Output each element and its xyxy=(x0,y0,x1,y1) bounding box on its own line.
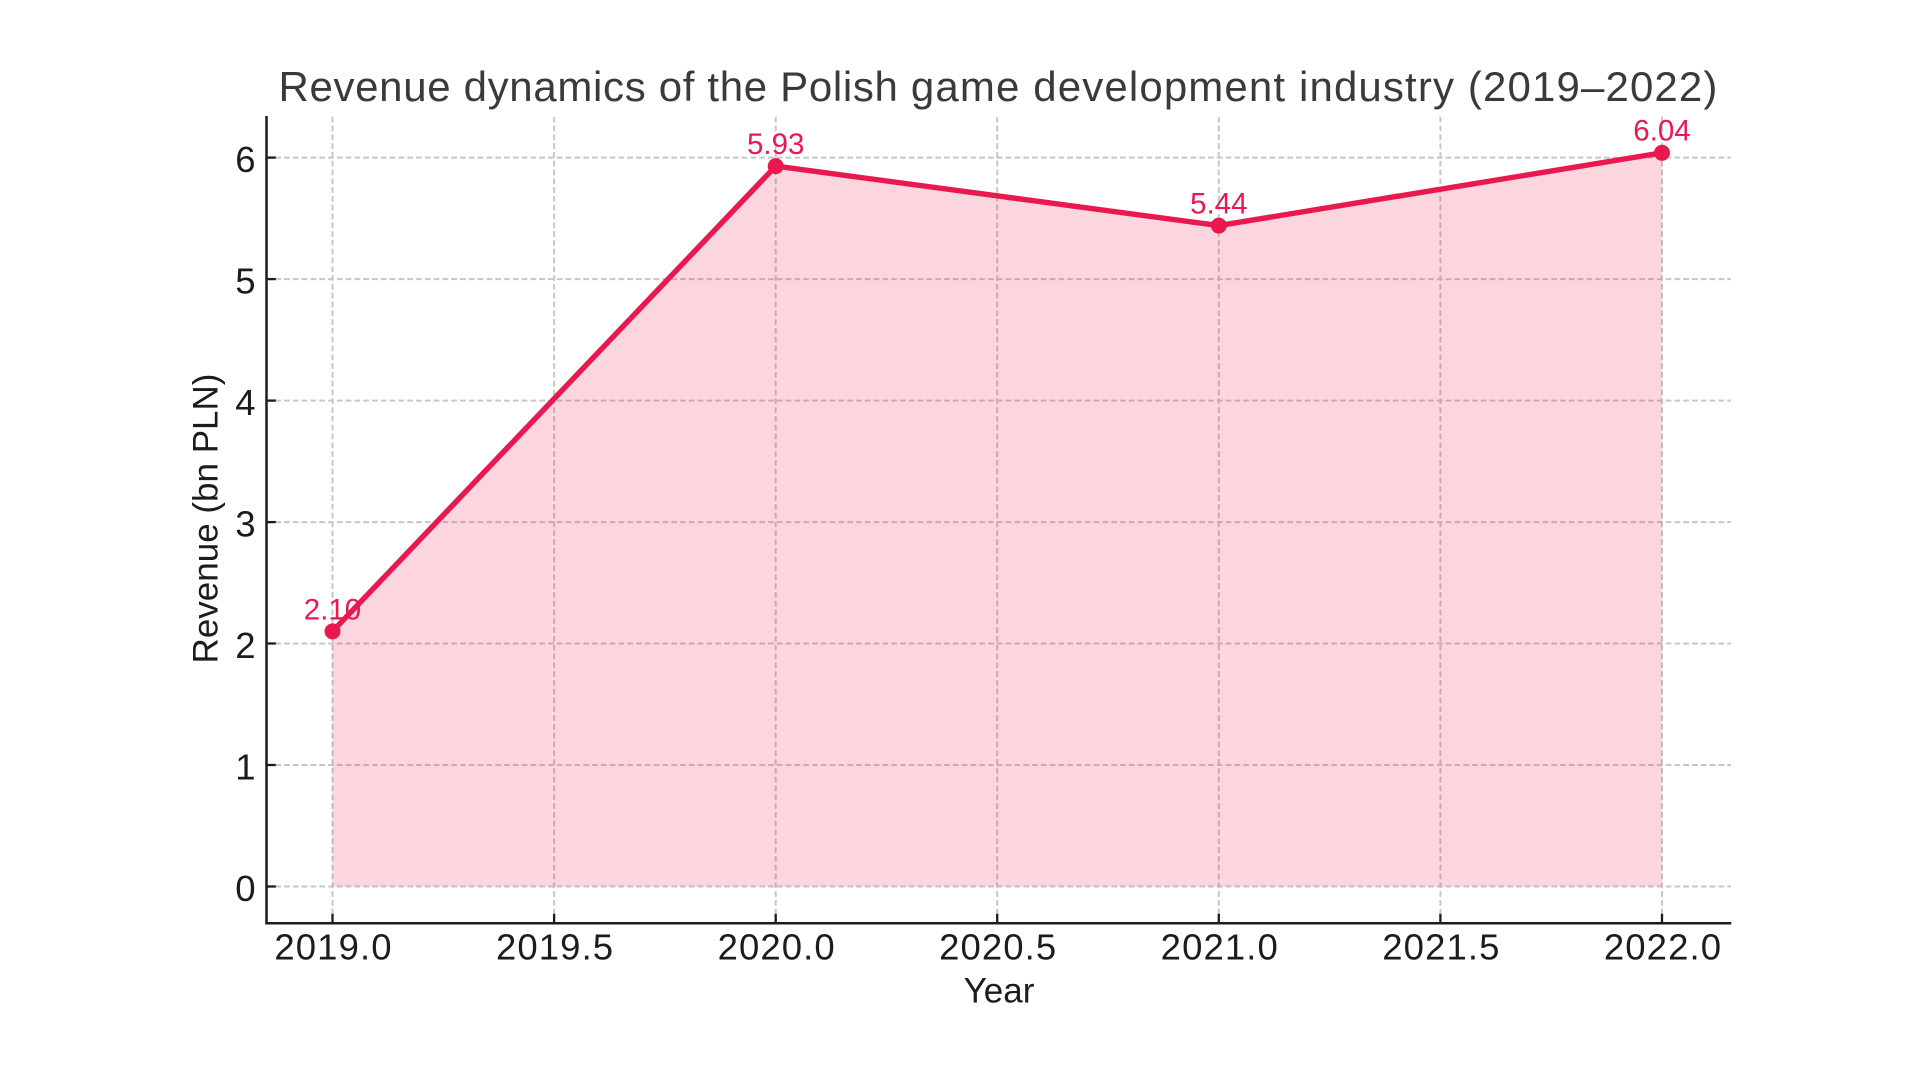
svg-text:Revenue (bn PLN): Revenue (bn PLN) xyxy=(187,374,226,664)
svg-text:2022.0: 2022.0 xyxy=(1604,927,1722,968)
svg-text:4: 4 xyxy=(235,382,255,423)
svg-text:2: 2 xyxy=(235,625,255,666)
svg-text:Revenue dynamics of the Polish: Revenue dynamics of the Polish game deve… xyxy=(278,63,1718,110)
svg-text:0: 0 xyxy=(235,868,255,909)
svg-text:2019.0: 2019.0 xyxy=(274,927,392,968)
svg-text:1: 1 xyxy=(235,747,255,788)
svg-text:2020.0: 2020.0 xyxy=(718,927,836,968)
svg-text:Year: Year xyxy=(964,972,1035,1011)
svg-text:5.44: 5.44 xyxy=(1190,188,1247,221)
svg-text:3: 3 xyxy=(235,504,255,545)
svg-text:6.04: 6.04 xyxy=(1633,115,1690,148)
svg-text:5.93: 5.93 xyxy=(747,128,804,161)
svg-text:6: 6 xyxy=(235,139,255,180)
svg-text:2020.5: 2020.5 xyxy=(939,927,1057,968)
svg-text:2.10: 2.10 xyxy=(304,593,361,626)
svg-text:2021.0: 2021.0 xyxy=(1161,927,1279,968)
svg-text:2021.5: 2021.5 xyxy=(1382,927,1500,968)
svg-text:2019.5: 2019.5 xyxy=(496,927,614,968)
svg-text:5: 5 xyxy=(235,261,255,302)
